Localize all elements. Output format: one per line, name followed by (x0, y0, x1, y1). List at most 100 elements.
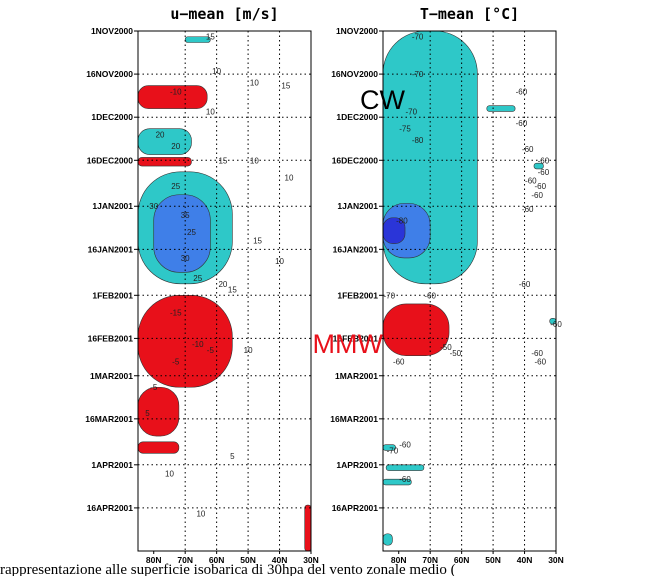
contour-label: 15 (281, 82, 290, 91)
x-tick-label: 80N (146, 555, 162, 565)
figure-caption: rappresentazione alle superficie isobari… (0, 562, 456, 576)
y-tick-label: 16NOV2000 (331, 69, 378, 79)
contour-label: -10 (170, 87, 182, 96)
x-tick-label: 60N (454, 555, 470, 565)
contour-label: 15 (218, 156, 227, 165)
event-label: MMW (313, 329, 384, 359)
y-tick-label: 1APR2001 (91, 460, 133, 470)
x-tick-label: 70N (177, 555, 193, 565)
contour-label: -60 (424, 291, 436, 300)
filled-region (385, 464, 425, 471)
event-annotations: CW MMW (313, 85, 406, 359)
y-tick-label: 16DEC2000 (87, 155, 134, 165)
y-tick-label: 16FEB2001 (333, 333, 379, 343)
contour-label: 20 (218, 280, 227, 289)
y-tick-label: 1FEB2001 (92, 290, 133, 300)
contour-label: 35 (181, 211, 190, 220)
y-tick-label: 1DEC2000 (336, 112, 378, 122)
y-tick-label: 16JAN2001 (333, 244, 379, 254)
contour-label: 15 (228, 286, 237, 295)
contour-label: 5 (230, 452, 235, 461)
contour-label: 10 (212, 67, 221, 76)
contour-label: 30 (181, 254, 190, 263)
contour-label: -5 (150, 383, 158, 392)
contour-label: -60 (522, 145, 534, 154)
filled-region (486, 105, 516, 112)
y-tick-label: 1FEB2001 (337, 290, 378, 300)
contour-label: -60 (538, 156, 550, 165)
y-tick-label: 1JAN2001 (92, 201, 133, 211)
contour-label: -5 (207, 346, 215, 355)
contour-label: 10 (250, 156, 259, 165)
y-tick-label: 1JAN2001 (337, 201, 378, 211)
contour-label: -50 (440, 343, 452, 352)
x-axis: 80N 70N 60N 50N 40N 30N (391, 551, 564, 565)
x-tick-label: 30N (548, 555, 564, 565)
grid (383, 31, 556, 551)
y-tick-label: 16MAR2001 (330, 414, 378, 424)
contour-label: -60 (525, 176, 537, 185)
y-tick-label: 16JAN2001 (88, 244, 134, 254)
contour-label: -50 (450, 349, 462, 358)
x-tick-label: 60N (209, 555, 225, 565)
contour-label: 10 (275, 257, 284, 266)
contour-label: 30 (149, 202, 158, 211)
t-mean-panel: -70-70-60-70-60-75-80-60-60-60-60-60-60-… (330, 5, 564, 565)
filled-region (382, 533, 393, 546)
contour-label: -60 (531, 191, 543, 200)
x-tick-label: 30N (303, 555, 319, 565)
contour-label: -15 (170, 309, 182, 318)
y-tick-label: 1APR2001 (336, 460, 378, 470)
contour-label: -10 (192, 340, 204, 349)
contour-label: -60 (519, 280, 531, 289)
contour-label: 5 (145, 409, 150, 418)
contour-label: -60 (534, 357, 546, 366)
contour-label: -5 (172, 357, 180, 366)
filled-region (153, 194, 211, 273)
x-tick-label: 70N (422, 555, 438, 565)
y-tick-label: 16FEB2001 (88, 333, 134, 343)
filled-region (137, 386, 180, 437)
y-tick-label: 16NOV2000 (86, 69, 133, 79)
contour-label: -70 (412, 70, 424, 79)
plot-frame (137, 30, 312, 552)
contour-label: -60 (393, 357, 405, 366)
contour-label: -75 (399, 125, 411, 134)
filled-region (137, 441, 180, 454)
y-tick-label: 1MAR2001 (335, 371, 378, 381)
y-tick-label: 16DEC2000 (332, 155, 379, 165)
contour-label: -60 (531, 349, 543, 358)
contour-label: -60 (399, 441, 411, 450)
contour-label: 25 (171, 182, 180, 191)
x-tick-label: 40N (517, 555, 533, 565)
x-axis: 80N 70N 60N 50N 40N 30N (146, 551, 319, 565)
contour-label: 10 (250, 79, 259, 88)
contour-label: 10 (206, 107, 215, 116)
panel-title: u−mean [m/s] (170, 5, 278, 23)
contour-label: -60 (516, 119, 528, 128)
contour-label: 15 (253, 237, 262, 246)
filled-region (533, 162, 544, 170)
x-tick-label: 80N (391, 555, 407, 565)
event-label: CW (360, 85, 405, 115)
grid (138, 31, 311, 551)
y-axis: 1NOV2000 16NOV2000 1DEC2000 16DEC2000 1JAN20… (85, 26, 138, 513)
contour-label: -80 (396, 217, 408, 226)
x-tick-label: 40N (272, 555, 288, 565)
filled-region (304, 504, 312, 552)
y-tick-label: 16MAR2001 (85, 414, 133, 424)
y-tick-label: 1NOV2000 (336, 26, 378, 36)
filled-regions (137, 36, 312, 552)
contour-label: 10 (285, 174, 294, 183)
y-axis: 1NOV2000 16NOV2000 1DEC2000 16DEC2000 1JAN20… (330, 26, 383, 513)
y-tick-label: 1DEC2000 (91, 112, 133, 122)
panel-title: T−mean [°C] (420, 5, 519, 23)
x-tick-label: 50N (485, 555, 501, 565)
contour-label: -60 (516, 87, 528, 96)
contour-label: 10 (196, 510, 205, 519)
contour-label: 20 (156, 130, 165, 139)
filled-region (137, 128, 192, 155)
y-tick-label: 1MAR2001 (90, 371, 133, 381)
